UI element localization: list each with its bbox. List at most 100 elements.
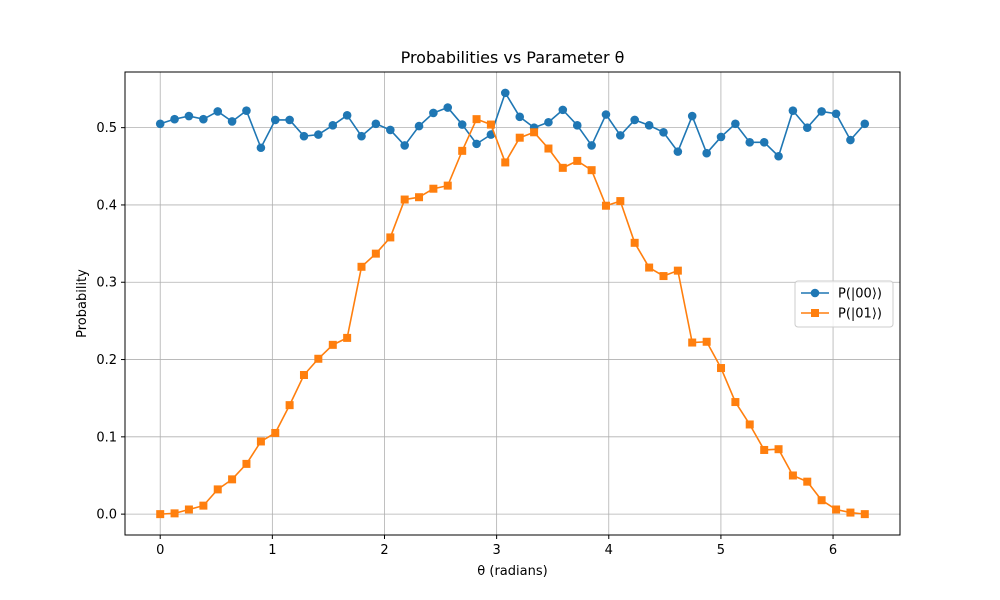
data-point: [242, 459, 251, 468]
x-tick-label: 0: [156, 543, 164, 558]
data-point: [155, 119, 165, 129]
y-tick-label: 0.1: [96, 430, 117, 445]
series-2: [156, 115, 869, 519]
data-point: [645, 263, 654, 272]
data-point: [314, 130, 323, 139]
data-point: [342, 110, 352, 120]
data-point: [802, 123, 812, 132]
data-point: [256, 437, 265, 446]
data-point: [242, 106, 251, 115]
data-point: [687, 111, 697, 121]
data-point: [702, 148, 711, 158]
y-axis-title: Probability: [75, 269, 90, 338]
data-point: [458, 146, 467, 155]
data-point: [630, 115, 639, 125]
data-point: [472, 115, 481, 124]
plot-frame: [124, 71, 901, 536]
data-point: [184, 111, 194, 121]
data-point: [831, 109, 841, 119]
data-point: [299, 370, 308, 379]
grid: [125, 72, 900, 535]
data-point: [199, 501, 208, 510]
y-tick-label: 0.2: [96, 353, 117, 368]
data-point: [357, 262, 366, 271]
data-point: [486, 120, 495, 129]
data-point: [860, 510, 869, 519]
data-point: [817, 496, 826, 505]
legend: P(|00⟩) P(|01⟩): [794, 280, 894, 328]
data-point: [587, 166, 596, 175]
data-point: [170, 114, 179, 124]
data-point: [803, 477, 812, 486]
legend-item: P(|01⟩): [801, 307, 882, 322]
data-point: [745, 138, 755, 147]
data-point: [500, 88, 510, 98]
y-tick-label: 0.3: [96, 276, 117, 291]
data-point: [443, 103, 453, 112]
data-point: [371, 249, 380, 258]
data-point: [558, 163, 567, 172]
data-point: [515, 133, 524, 142]
data-point: [371, 119, 381, 129]
data-point: [530, 128, 539, 137]
data-point: [501, 158, 510, 167]
x-tick-label: 3: [492, 543, 500, 558]
data-point: [199, 114, 208, 124]
data-point: [328, 121, 338, 130]
data-point: [788, 471, 797, 480]
legend-marker: [811, 309, 819, 317]
data-point: [414, 121, 424, 131]
data-point: [659, 127, 668, 137]
x-axis-title: θ (radians): [477, 564, 547, 579]
data-point: [457, 120, 467, 129]
data-point: [386, 233, 395, 242]
data-point: [673, 266, 682, 275]
data-point: [846, 508, 855, 517]
data-point: [702, 337, 711, 346]
data-point: [774, 445, 783, 454]
y-tick-label: 0.5: [96, 121, 117, 136]
y-tick-label: 0.4: [96, 198, 117, 213]
data-point: [587, 141, 596, 150]
legend-marker: [810, 288, 820, 298]
data-point: [285, 115, 294, 125]
data-point: [299, 131, 309, 141]
data-point: [271, 428, 280, 437]
data-point: [717, 364, 726, 373]
data-point: [429, 108, 438, 118]
x-tick-label: 1: [268, 543, 276, 558]
data-point: [616, 131, 625, 140]
data-point: [788, 106, 798, 115]
data-point: [227, 117, 237, 126]
data-point: [544, 144, 553, 153]
data-point: [601, 110, 611, 119]
series-1: [155, 88, 870, 161]
legend-label: P(|01⟩): [838, 307, 882, 322]
legend-label: P(|00⟩): [838, 287, 882, 302]
data-point: [601, 201, 610, 210]
data-point: [644, 121, 654, 130]
data-point: [759, 138, 769, 147]
legend-item: P(|00⟩): [801, 287, 882, 302]
data-point: [760, 445, 769, 454]
data-point: [357, 131, 366, 141]
data-point: [573, 156, 582, 165]
data-point: [170, 509, 179, 518]
data-point: [860, 119, 870, 129]
data-point: [630, 238, 639, 247]
data-point: [673, 147, 683, 156]
y-tick-label: 0.0: [96, 508, 117, 523]
data-point: [688, 338, 697, 347]
data-point: [716, 132, 726, 142]
data-point: [558, 105, 568, 115]
data-point: [256, 143, 266, 153]
data-point: [156, 510, 165, 519]
data-point: [846, 135, 855, 145]
x-tick-label: 5: [717, 543, 725, 558]
data-point: [515, 112, 525, 122]
data-point: [472, 139, 481, 149]
data-point: [774, 151, 783, 161]
data-point: [285, 401, 294, 410]
data-point: [343, 333, 352, 342]
